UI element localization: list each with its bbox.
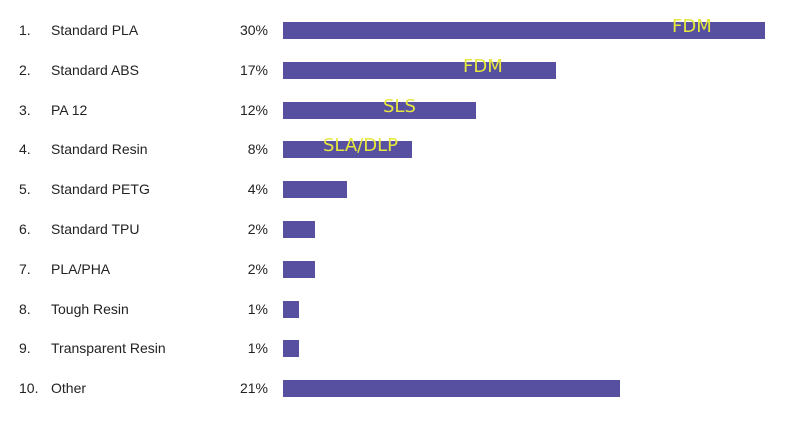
bar xyxy=(283,300,299,318)
category-label: Other xyxy=(51,380,87,397)
rank-label: 9. xyxy=(19,340,31,357)
value-label: 2% xyxy=(247,221,268,237)
bar-method-label: SLS xyxy=(383,95,416,117)
category-label: Standard PLA xyxy=(51,22,139,38)
category-label: PA 12 xyxy=(51,101,88,118)
value-label: 1% xyxy=(247,340,268,357)
value-label: 17% xyxy=(239,61,268,78)
rank-label: 5. xyxy=(19,181,31,198)
bar-method-label: SLA/DLP xyxy=(323,135,398,157)
rank-label: 2. xyxy=(19,61,31,78)
rank-label: 7. xyxy=(19,260,31,277)
bar-row: 4. Standard Resin 8% SLA/DLP xyxy=(0,137,796,161)
bar-method-label: FDM xyxy=(463,55,503,77)
category-label: Standard PETG xyxy=(51,181,150,198)
bar xyxy=(283,260,315,278)
bar xyxy=(283,221,315,238)
rank-label: 6. xyxy=(19,221,31,237)
bar xyxy=(283,340,299,358)
bar-row: 1. Standard PLA 30% FDM xyxy=(0,18,796,42)
value-label: 21% xyxy=(239,380,268,397)
category-label: Transparent Resin xyxy=(51,340,166,357)
bar xyxy=(283,61,556,79)
bar-row: 8. Tough Resin 1% xyxy=(0,297,796,321)
bar-row: 3. PA 12 12% SLS xyxy=(0,95,796,122)
bar xyxy=(283,380,620,398)
bar-row: 5. Standard PETG 4% xyxy=(0,177,796,201)
bar xyxy=(283,141,412,159)
category-label: Standard TPU xyxy=(51,221,140,237)
category-label: Standard Resin xyxy=(51,141,148,158)
bar-row: 6. Standard TPU 2% xyxy=(0,217,796,241)
value-label: 4% xyxy=(247,181,268,198)
category-label: PLA/PHA xyxy=(51,260,111,277)
rank-label: 3. xyxy=(19,101,31,118)
rank-label: 10. xyxy=(19,380,39,397)
value-label: 2% xyxy=(247,260,268,277)
value-label: 8% xyxy=(247,141,268,158)
value-label: 12% xyxy=(239,101,268,118)
bar-row: 7. PLA/PHA 2% xyxy=(0,257,796,281)
category-label: Standard ABS xyxy=(51,61,139,78)
bar xyxy=(283,181,347,199)
bar-row: 9. Transparent Resin 1% xyxy=(0,336,796,360)
category-label: Tough Resin xyxy=(51,300,129,317)
bar-method-label: FDM xyxy=(672,16,712,37)
value-label: 30% xyxy=(239,22,268,38)
rank-label: 1. xyxy=(19,22,31,38)
rank-label: 4. xyxy=(19,141,31,158)
bar-row: 10. Other 21% xyxy=(0,376,796,400)
rank-label: 8. xyxy=(19,300,31,317)
bar xyxy=(283,101,476,119)
bar xyxy=(283,22,765,39)
bar-row: 2. Standard ABS 17% FDM xyxy=(0,55,796,82)
value-label: 1% xyxy=(247,300,268,317)
